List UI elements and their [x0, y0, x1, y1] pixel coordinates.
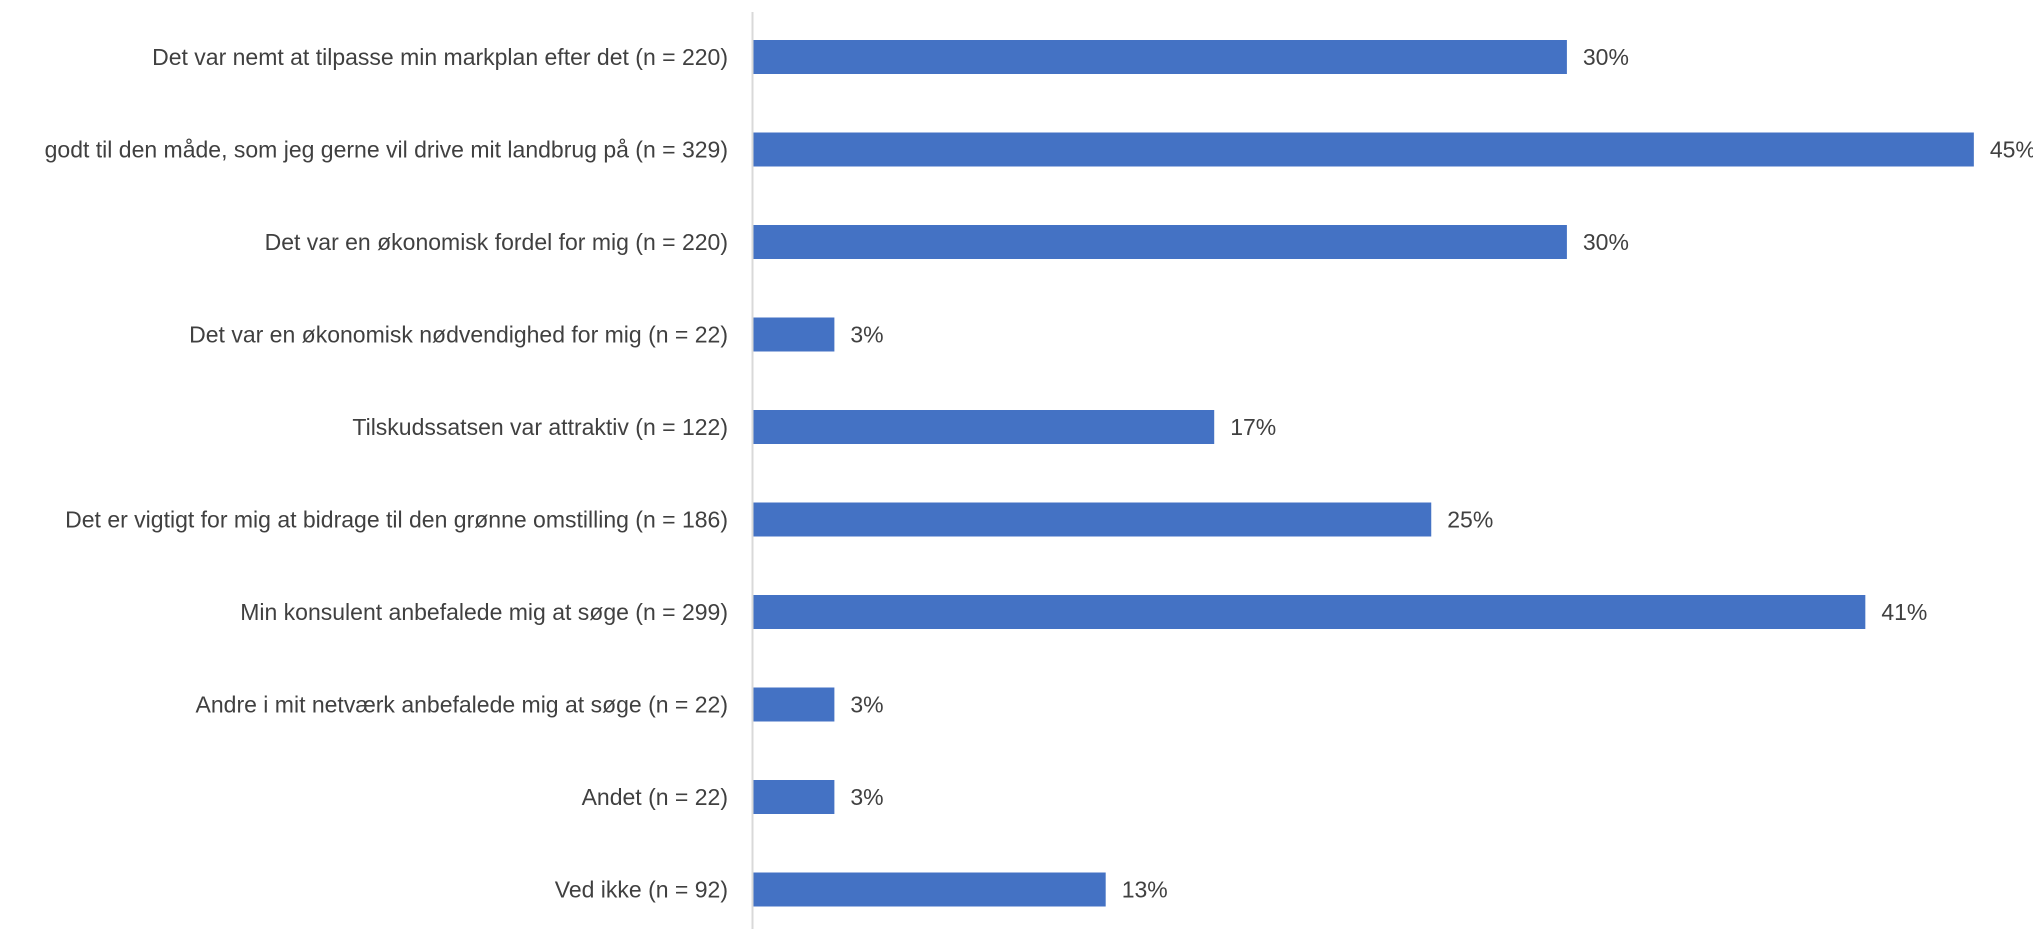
bars [753, 40, 1974, 907]
bar [753, 502, 1432, 537]
category-label: godt til den måde, som jeg gerne vil dri… [45, 137, 728, 163]
category-label: Tilskudssatsen var attraktiv (n = 122) [352, 414, 728, 440]
bar [753, 687, 835, 722]
bar [753, 410, 1215, 444]
data-label: 41% [1881, 599, 1927, 625]
data-label: 13% [1122, 877, 1168, 903]
category-labels: Det var nemt at tilpasse min markplan ef… [45, 44, 728, 903]
bar [753, 780, 835, 814]
category-label: Ved ikke (n = 92) [555, 877, 728, 903]
data-label: 3% [850, 322, 883, 348]
bar [753, 225, 1567, 259]
bar [753, 40, 1567, 74]
category-label: Det er vigtigt for mig at bidrage til de… [65, 507, 728, 533]
category-label: Andre i mit netværk anbefalede mig at sø… [196, 692, 728, 718]
data-label: 30% [1583, 229, 1629, 255]
data-label: 25% [1447, 507, 1493, 533]
bar [753, 317, 835, 352]
data-label: 45% [1990, 137, 2033, 163]
category-label: Min konsulent anbefalede mig at søge (n … [240, 599, 728, 625]
data-labels: 30% 45% 30% 3% 17% 25% 41% 3% 3% 13% [850, 44, 2033, 903]
category-label: Det var en økonomisk fordel for mig (n =… [265, 229, 728, 255]
data-label: 3% [850, 692, 883, 718]
category-label: Andet (n = 22) [582, 784, 728, 810]
data-label: 30% [1583, 44, 1629, 70]
bar [753, 872, 1106, 907]
category-label: Det var nemt at tilpasse min markplan ef… [152, 44, 728, 70]
bar [753, 132, 1974, 167]
data-label: 3% [850, 784, 883, 810]
data-label: 17% [1230, 414, 1276, 440]
category-label: Det var en økonomisk nødvendighed for mi… [189, 322, 728, 348]
bar [753, 595, 1866, 629]
